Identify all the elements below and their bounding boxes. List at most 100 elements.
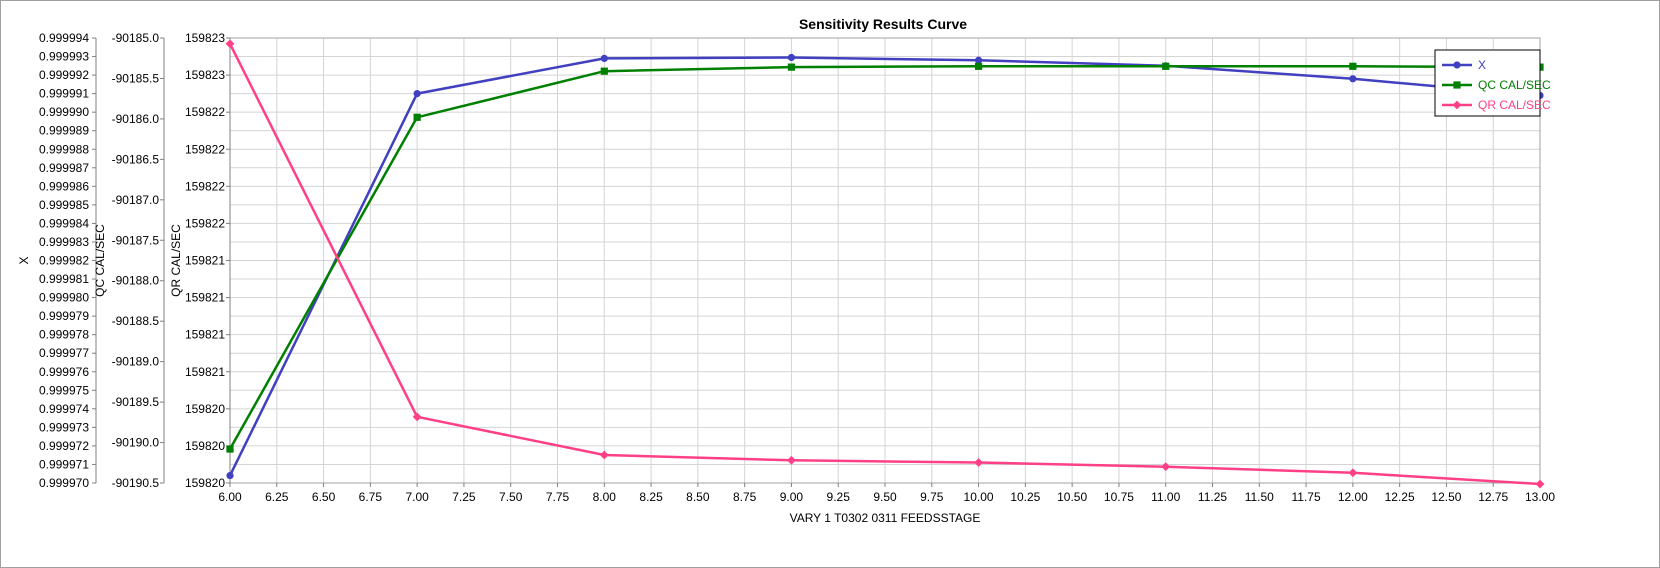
legend-label: QR CAL/SEC — [1478, 98, 1551, 112]
x-tick-label: 12.75 — [1478, 490, 1508, 504]
y-tick-label: 159821 — [185, 254, 225, 268]
x-tick-label: 8.50 — [686, 490, 710, 504]
y-tick-label: 159823 — [185, 68, 225, 82]
y-tick-label: 0.999993 — [39, 50, 89, 64]
x-tick-label: 10.50 — [1057, 490, 1087, 504]
data-point[interactable] — [787, 63, 796, 71]
y-tick-label: 0.999975 — [39, 383, 89, 397]
y-tick-label: 0.999973 — [39, 420, 89, 434]
x-axis-title: VARY 1 T0302 0311 FEEDSSTAGE — [790, 511, 981, 525]
y-tick-label: 159821 — [185, 291, 225, 305]
data-point[interactable] — [974, 56, 983, 64]
y-tick-label: 159820 — [185, 402, 225, 416]
data-point[interactable] — [600, 54, 608, 62]
y-tick-label: 0.999991 — [39, 87, 89, 101]
x-tick-label: 6.75 — [359, 490, 383, 504]
y-tick-label: 0.999984 — [39, 216, 89, 230]
series-line[interactable] — [228, 43, 1541, 486]
y-tick-label: 0.999985 — [39, 198, 89, 212]
y-axis-title: QR CAL/SEC — [169, 224, 183, 297]
legend-marker[interactable] — [1453, 81, 1461, 89]
y-tick-label: -90189.0 — [112, 355, 160, 369]
y-tick-label: -90185.0 — [112, 31, 160, 45]
series-qr-cal-sec — [225, 39, 1545, 489]
legend-item[interactable]: QC CAL/SEC — [1442, 78, 1551, 92]
data-point[interactable] — [1349, 75, 1357, 83]
x-tick-label: 11.50 — [1245, 490, 1274, 504]
data-point[interactable] — [974, 62, 983, 70]
data-point[interactable] — [974, 458, 983, 467]
y-axis-title: QC CAL/SEC — [93, 224, 107, 297]
y-tick-label: 0.999992 — [39, 68, 89, 82]
y-tick-label: 0.999978 — [39, 328, 89, 342]
data-point[interactable] — [1161, 462, 1171, 472]
data-point[interactable] — [412, 412, 422, 422]
legend-marker[interactable] — [1452, 100, 1462, 110]
y-tick-label: -90186.0 — [112, 112, 160, 126]
x-tick-label: 10.75 — [1104, 490, 1134, 504]
data-point[interactable] — [1348, 468, 1358, 478]
data-point[interactable] — [1162, 62, 1170, 70]
data-point[interactable] — [1349, 62, 1357, 70]
data-point[interactable] — [600, 67, 608, 75]
y-tick-label: 0.999994 — [39, 31, 89, 45]
legend[interactable]: X QC CAL/SEC QR CAL/SEC — [1434, 49, 1551, 117]
series-lines — [225, 39, 1545, 489]
x-tick-label: 8.25 — [639, 490, 663, 504]
data-point[interactable] — [413, 90, 421, 98]
x-tick-label: 11.25 — [1198, 490, 1227, 504]
y-tick-label: 0.999974 — [39, 402, 89, 416]
legend-marker[interactable] — [1453, 61, 1461, 69]
y-tick-label: -90187.0 — [112, 193, 160, 207]
y-tick-label: 0.999988 — [39, 142, 89, 156]
x-tick-label: 8.00 — [593, 490, 617, 504]
y-tick-label: -90187.5 — [112, 233, 160, 247]
y-tick-label: 159822 — [185, 179, 225, 193]
y-tick-label: 0.999986 — [39, 179, 89, 193]
y-tick-label: 159823 — [185, 31, 225, 45]
y-tick-label: -90185.5 — [112, 71, 160, 85]
series-line[interactable] — [228, 56, 1541, 477]
data-point[interactable] — [787, 53, 796, 62]
x-tick-label: 7.75 — [546, 490, 570, 504]
legend-label: QC CAL/SEC — [1478, 78, 1551, 92]
data-point[interactable] — [599, 450, 609, 460]
y-tick-label: 159821 — [185, 328, 225, 342]
x-tick-label: 13.00 — [1525, 490, 1555, 504]
y-tick-label: 159820 — [185, 439, 225, 453]
data-point[interactable] — [226, 471, 234, 480]
y-tick-label: 0.999971 — [39, 457, 89, 471]
legend-label: X — [1478, 58, 1486, 72]
x-tick-label: 11.75 — [1292, 490, 1321, 504]
y-tick-label: 159822 — [185, 105, 225, 119]
series-line[interactable] — [228, 65, 1541, 450]
legend-item[interactable]: QR CAL/SEC — [1442, 98, 1551, 112]
data-point[interactable] — [226, 445, 234, 453]
y-tick-label: 0.999990 — [39, 105, 89, 119]
data-point[interactable] — [1535, 479, 1545, 489]
y-tick-label: 0.999972 — [39, 439, 89, 453]
data-point[interactable] — [225, 39, 235, 49]
x-tick-label: 7.25 — [452, 490, 476, 504]
x-tick-label: 12.50 — [1431, 490, 1461, 504]
x-tick-label: 8.75 — [733, 490, 757, 504]
y-tick-label: 0.999980 — [39, 291, 89, 305]
y-tick-label: -90190.0 — [112, 436, 160, 450]
data-point[interactable] — [787, 455, 796, 465]
data-point[interactable] — [413, 113, 421, 121]
x-tick-label: 7.50 — [499, 490, 523, 504]
y-tick-label: -90190.5 — [112, 476, 160, 490]
x-tick-label: 6.00 — [218, 490, 242, 504]
y-tick-label: 0.999976 — [39, 365, 89, 379]
y-tick-label: -90188.5 — [112, 314, 160, 328]
x-tick-label: 9.50 — [873, 490, 897, 504]
x-tick-label: 9.00 — [780, 490, 804, 504]
grid-lines — [230, 38, 1540, 483]
legend-item[interactable]: X — [1442, 58, 1486, 72]
axes: 6.00 6.25 6.50 6.75 7.00 7.25 7.50 7.75 8.00 8.25… — [17, 31, 1555, 504]
x-tick-label: 12.00 — [1338, 490, 1368, 504]
y-tick-label: 0.999987 — [39, 161, 89, 175]
y-tick-label: -90186.5 — [112, 152, 160, 166]
